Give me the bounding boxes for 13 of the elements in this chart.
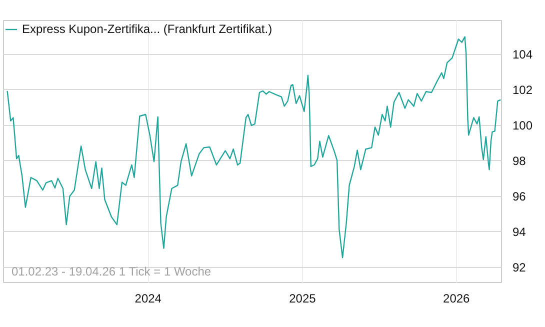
y-tick-label: 104 xyxy=(512,48,533,62)
legend-label: Express Kupon-Zertifika... (Frankfurt Zertifikat.) xyxy=(22,22,272,36)
x-tick-label: 2026 xyxy=(443,292,470,306)
y-tick-label: 96 xyxy=(512,190,526,204)
x-tick-label: 2024 xyxy=(134,292,162,306)
y-tick-label: 94 xyxy=(512,225,526,240)
annotation: 01.02.23 - 19.04.26 1 Tick = 1 Woche xyxy=(12,264,212,278)
y-tick-label: 102 xyxy=(512,83,533,98)
y-tick-label: 100 xyxy=(512,118,533,133)
x-tick-label: 2025 xyxy=(289,292,316,306)
line-series xyxy=(6,36,502,258)
y-tick-label: 98 xyxy=(512,154,526,168)
y-tick-label: 92 xyxy=(512,260,526,275)
